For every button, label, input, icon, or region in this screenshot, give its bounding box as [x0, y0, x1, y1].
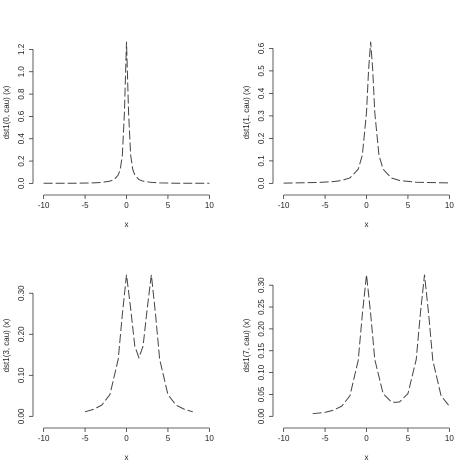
y-tick-label: 0.4 — [257, 87, 266, 99]
x-tick-label: 10 — [205, 434, 214, 443]
y-tick-label: 0.00 — [17, 408, 26, 424]
y-tick-label: 0.3 — [257, 110, 266, 122]
y-axis-label: dst1(7, cau) (x) — [242, 318, 251, 372]
y-axis-label: dst1(1, cau) (x) — [242, 85, 251, 139]
y-tick-label: 0.00 — [257, 408, 266, 424]
x-axis-label: x — [125, 453, 129, 462]
y-tick-label: 1.2 — [17, 43, 26, 55]
y-tick-label: 0.2 — [257, 132, 266, 144]
y-tick-label: 0.4 — [17, 133, 26, 145]
density-line — [43, 41, 210, 184]
x-tick-label: -5 — [82, 434, 90, 443]
x-tick-label: -5 — [322, 201, 330, 210]
y-tick-label: 0.1 — [257, 155, 266, 167]
x-tick-label: 0 — [124, 434, 129, 443]
x-tick-label: 0 — [364, 201, 369, 210]
y-tick-label: 0.05 — [257, 386, 266, 402]
x-tick-label: -5 — [82, 201, 90, 210]
x-tick-label: -10 — [278, 434, 290, 443]
y-tick-label: 0.10 — [17, 367, 26, 383]
x-tick-label: -10 — [278, 201, 290, 210]
x-axis-label: x — [365, 220, 369, 229]
x-tick-label: -5 — [322, 434, 330, 443]
x-tick-label: 0 — [124, 201, 129, 210]
x-tick-label: 5 — [166, 434, 171, 443]
y-tick-label: 0.0 — [257, 177, 266, 189]
y-tick-label: 0.20 — [257, 321, 266, 337]
y-tick-label: 0.6 — [257, 42, 266, 54]
x-tick-label: 5 — [406, 434, 411, 443]
x-tick-label: 0 — [364, 434, 369, 443]
y-tick-label: 0.5 — [257, 65, 266, 77]
y-axis-label: dst1(3, cau) (x) — [2, 318, 11, 372]
density-line — [283, 41, 450, 184]
y-tick-label: 0.6 — [17, 110, 26, 122]
y-tick-label: 0.10 — [257, 364, 266, 380]
y-axis-label: dst1(0, cau) (x) — [2, 85, 11, 139]
y-tick-label: 1.0 — [17, 66, 26, 78]
y-tick-label: 0.8 — [17, 88, 26, 100]
density-line — [84, 274, 193, 413]
x-tick-label: 10 — [205, 201, 214, 210]
y-tick-label: 0.30 — [257, 277, 266, 293]
x-tick-label: 10 — [445, 201, 454, 210]
x-tick-label: 5 — [166, 201, 171, 210]
y-tick-label: 0.25 — [257, 299, 266, 315]
x-tick-label: 5 — [406, 201, 411, 210]
y-tick-label: 0.20 — [17, 326, 26, 342]
x-tick-label: -10 — [38, 201, 50, 210]
x-tick-label: -10 — [38, 434, 50, 443]
x-axis-label: x — [365, 453, 369, 462]
y-tick-label: 0.15 — [257, 342, 266, 358]
x-tick-label: 10 — [445, 434, 454, 443]
y-tick-label: 0.2 — [17, 155, 26, 167]
x-axis-label: x — [125, 220, 129, 229]
y-tick-label: 0.30 — [17, 285, 26, 301]
density-line — [312, 274, 450, 415]
y-tick-label: 0.0 — [17, 177, 26, 189]
